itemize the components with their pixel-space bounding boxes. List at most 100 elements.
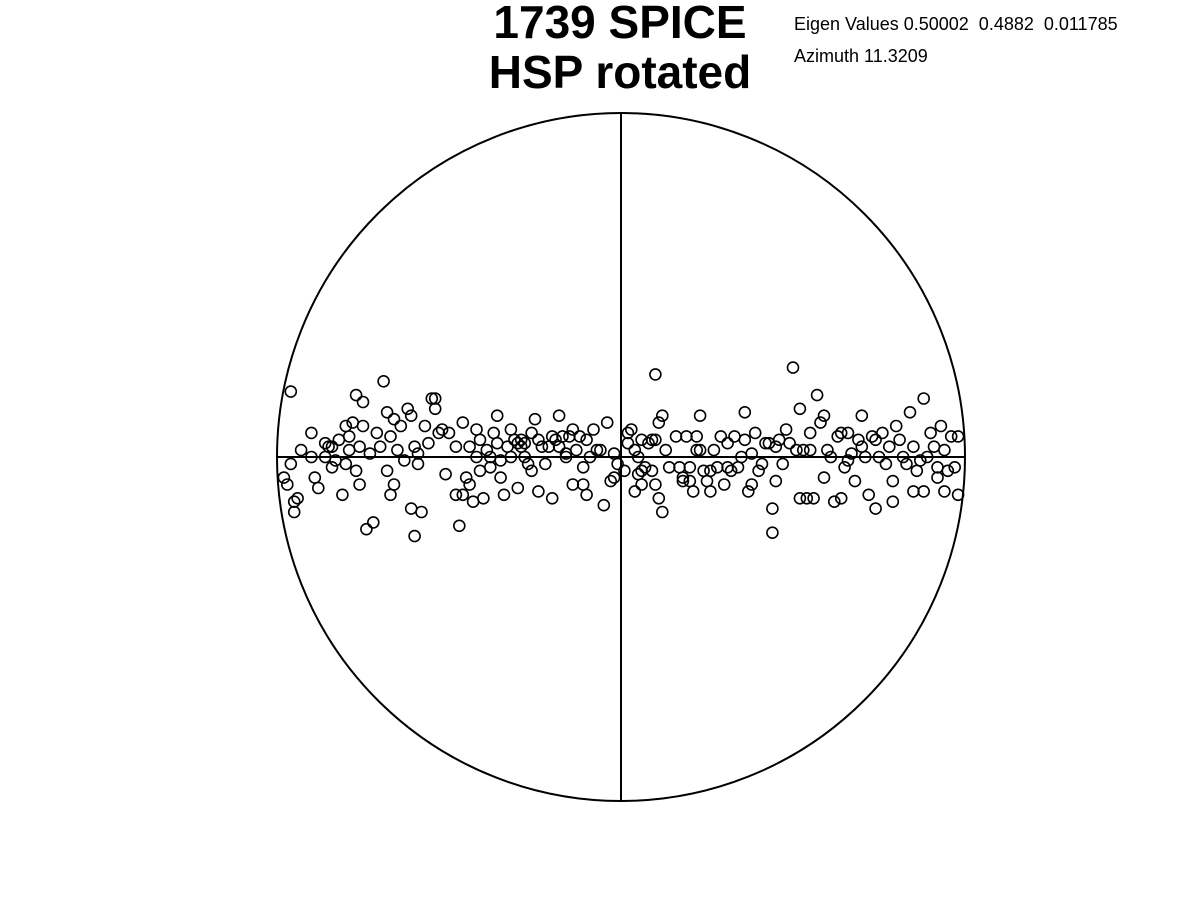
data-point	[628, 485, 642, 498]
data-point	[411, 457, 425, 471]
data-point	[280, 478, 294, 491]
data-point	[356, 395, 370, 409]
data-point	[559, 450, 573, 464]
data-point	[366, 516, 380, 529]
data-point	[938, 485, 951, 498]
data-point	[336, 488, 349, 502]
data-point	[607, 471, 621, 484]
data-point	[693, 443, 707, 457]
data-point	[948, 460, 962, 474]
data-point	[800, 491, 814, 505]
data-point	[869, 433, 882, 447]
data-point	[693, 409, 707, 423]
data-point	[442, 426, 456, 440]
data-point	[401, 402, 415, 416]
data-point	[683, 474, 697, 488]
data-point	[710, 460, 724, 474]
data-point	[404, 409, 418, 423]
data-point	[793, 491, 807, 505]
data-point	[370, 426, 384, 440]
data-point	[845, 447, 858, 460]
data-point	[769, 474, 783, 488]
data-point	[817, 409, 831, 423]
data-point	[917, 485, 931, 498]
data-point	[391, 443, 404, 457]
data-point	[803, 426, 817, 440]
data-point	[931, 471, 944, 484]
data-point	[325, 460, 339, 474]
data-point	[738, 405, 752, 419]
data-point	[411, 447, 425, 460]
data-point	[346, 416, 360, 429]
data-point	[456, 488, 470, 502]
data-point	[363, 447, 377, 460]
data-point	[649, 433, 662, 447]
data-point	[680, 430, 693, 443]
data-point	[497, 488, 511, 502]
data-point	[631, 450, 645, 464]
data-point	[556, 430, 569, 443]
data-point	[583, 450, 597, 464]
data-point	[903, 405, 917, 419]
data-point	[766, 502, 779, 515]
data-point	[752, 464, 765, 478]
chart-title-line-2: HSP rotated	[488, 46, 752, 98]
data-point	[404, 502, 418, 515]
data-point	[724, 464, 738, 478]
data-point	[452, 519, 466, 533]
data-point	[886, 495, 900, 509]
data-point	[655, 505, 669, 519]
data-point	[876, 426, 889, 440]
data-point	[387, 478, 401, 491]
data-point	[490, 436, 504, 450]
data-point	[817, 471, 831, 484]
data-point	[838, 460, 851, 474]
data-point	[645, 464, 659, 478]
data-point	[305, 450, 318, 464]
data-point	[690, 430, 704, 443]
data-point	[463, 478, 476, 491]
data-point	[470, 423, 483, 436]
data-point	[635, 478, 648, 491]
data-point	[435, 423, 449, 436]
data-point	[852, 433, 865, 447]
data-point	[951, 488, 965, 502]
data-point	[532, 485, 545, 498]
chart-title-line-1: 1739 SPICE	[493, 0, 747, 48]
data-point	[518, 436, 532, 450]
data-point	[573, 430, 587, 443]
data-point	[418, 419, 432, 433]
data-point	[872, 450, 886, 464]
data-point	[893, 433, 906, 447]
data-point	[779, 423, 793, 436]
data-point	[590, 443, 604, 457]
data-point	[422, 436, 435, 450]
data-point	[748, 426, 762, 440]
data-point	[587, 423, 600, 436]
data-point	[339, 457, 353, 471]
azimuth-label: Azimuth 11.3209	[794, 46, 928, 66]
data-point	[463, 440, 476, 454]
data-point	[951, 430, 965, 443]
data-point	[896, 450, 910, 464]
data-point	[552, 440, 566, 454]
data-point	[810, 388, 824, 402]
data-point	[291, 491, 304, 505]
data-point	[858, 450, 872, 464]
data-point	[917, 392, 931, 405]
data-point	[525, 464, 538, 478]
data-point	[487, 426, 501, 440]
data-point	[731, 460, 745, 474]
data-point	[466, 495, 480, 509]
data-point	[927, 440, 941, 454]
data-point	[415, 505, 428, 519]
data-point	[538, 457, 552, 471]
data-point	[931, 460, 944, 474]
data-point	[504, 423, 518, 436]
data-point	[597, 498, 611, 512]
data-point	[707, 443, 721, 457]
data-point	[941, 464, 955, 478]
data-point	[542, 440, 556, 454]
data-point	[628, 443, 642, 457]
data-point	[783, 436, 796, 450]
